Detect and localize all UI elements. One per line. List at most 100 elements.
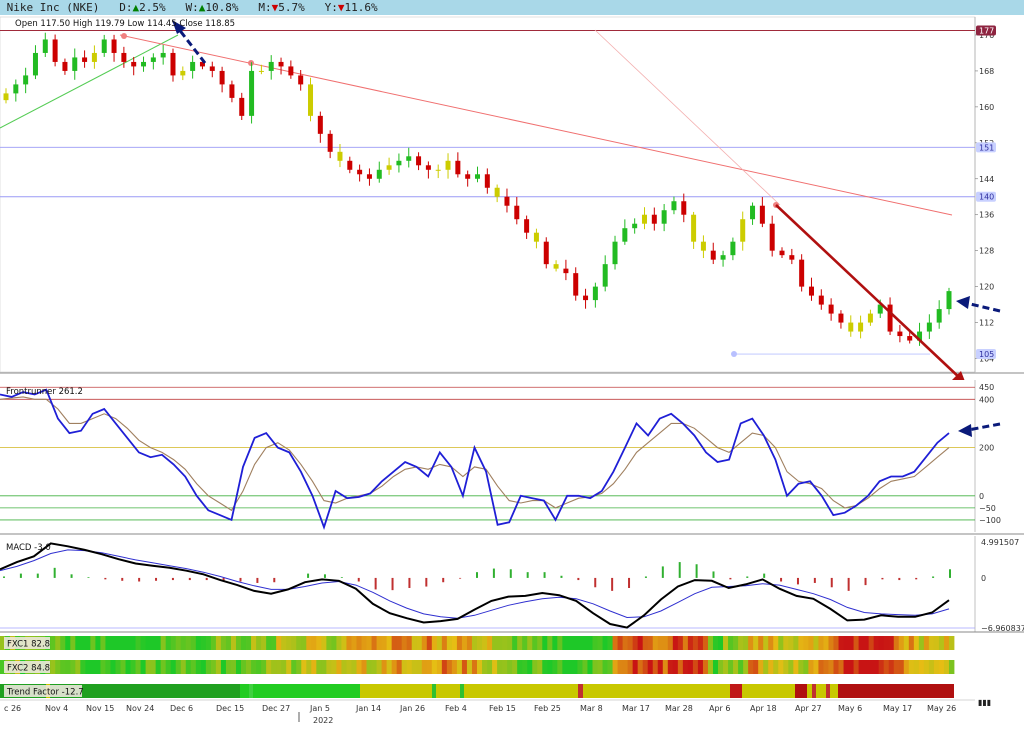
heatmap-cell: [783, 636, 789, 650]
heatmap-cell: [642, 660, 649, 674]
heatmap-cell: [803, 636, 809, 650]
heatmap-cell: [421, 660, 428, 674]
heatmap-cell: [597, 636, 603, 650]
heatmap-cell: [893, 660, 900, 674]
heatmap-cell: [667, 660, 674, 674]
heatmap-cell: [547, 636, 553, 650]
heatmap-cell: [140, 636, 147, 650]
candle-body: [13, 84, 19, 94]
candle-body: [828, 304, 834, 314]
candle-body: [750, 205, 756, 220]
heatmap-cell: [883, 660, 890, 674]
macd-series-line: [0, 549, 950, 619]
heatmap-cell: [527, 660, 533, 674]
candle-body: [602, 264, 608, 287]
heatmap-cell: [205, 660, 212, 674]
heatmap-cell: [537, 636, 543, 650]
heatmap-cell: [863, 636, 870, 650]
heatmap-cell: [502, 636, 508, 650]
candle-body: [416, 156, 422, 166]
price-tick-label: 168: [979, 67, 994, 76]
candle-body: [691, 214, 697, 242]
heatmap-cell: [261, 660, 267, 674]
x-tick-label: Dec 6: [170, 704, 193, 713]
x-tick-label: Nov 24: [126, 704, 154, 713]
trend-factor-segment: [360, 684, 578, 698]
heatmap-cell: [266, 636, 272, 650]
heatmap-cell: [878, 660, 885, 674]
heatmap-cell: [753, 660, 759, 674]
heatmap-cell: [657, 636, 664, 650]
heatmap-cell: [276, 636, 282, 650]
heatmap-cell: [883, 636, 890, 650]
heatmap-cell: [557, 660, 563, 674]
heatmap-cell: [311, 660, 317, 674]
x-tick-label: Apr 6: [709, 704, 730, 713]
heatmap-cell: [692, 636, 699, 650]
heatmap-cell: [637, 660, 644, 674]
heatmap-cell: [251, 636, 257, 650]
candle-body: [720, 255, 726, 260]
heatmap-cell: [256, 660, 262, 674]
x-tick-label: Jan 26: [399, 704, 425, 713]
heatmap-cell: [326, 636, 332, 650]
heatmap-cell: [125, 636, 131, 650]
heatmap-cell: [843, 636, 849, 650]
candle-body: [563, 268, 569, 274]
candle-body: [141, 61, 147, 67]
candle-body: [327, 133, 333, 152]
heatmap-cell: [592, 636, 598, 650]
heatmap-cell: [301, 660, 307, 674]
heatmap-cell: [587, 636, 593, 650]
price-label-badge: [976, 191, 996, 202]
heatmap-cell: [401, 636, 408, 650]
trend-factor-segment: [812, 684, 816, 698]
heatmap-cell: [768, 660, 774, 674]
heatmap-cell: [712, 636, 719, 650]
heatmap-cell: [502, 660, 508, 674]
heatmap-cell: [0, 660, 6, 674]
heatmap-cell: [868, 660, 875, 674]
heatmap-cell: [923, 636, 930, 650]
candle-body: [465, 174, 471, 179]
year-label: 2022: [313, 716, 333, 725]
candle-body: [858, 322, 864, 332]
heatmap-cell: [95, 660, 101, 674]
heatmap-cell: [823, 636, 829, 650]
heatmap-cell: [602, 660, 608, 674]
candle-body: [366, 174, 372, 179]
heatmap-cell: [266, 660, 272, 674]
heatmap-cell: [326, 660, 332, 674]
x-tick-label: Feb 25: [534, 704, 561, 713]
heatmap-cell: [471, 636, 478, 650]
heatmap-cell: [748, 660, 754, 674]
heatmap-cell: [140, 660, 147, 674]
x-tick-label: c 26: [4, 704, 21, 713]
heatmap-cell: [441, 636, 448, 650]
price-tick-label: 120: [979, 283, 994, 292]
heatmap-cell: [507, 660, 513, 674]
heatmap-cell: [321, 660, 327, 674]
heatmap-cell: [647, 636, 654, 650]
heatmap-cell: [627, 636, 634, 650]
heatmap-cell: [617, 660, 624, 674]
heatmap-cell: [838, 636, 844, 650]
heatmap-cell: [180, 636, 187, 650]
heatmap-cell: [773, 660, 779, 674]
heatmap-panel: FXC1 82.8 FXC2 84.8 Trend Factor -12.7 ▮▮▮: [0, 636, 991, 707]
heatmap-cell: [748, 636, 754, 650]
heatmap-cell: [607, 636, 613, 650]
heatmap-cell: [75, 660, 81, 674]
heatmap-cell: [256, 636, 262, 650]
heatmap-cell: [195, 660, 202, 674]
macd-tick-label: 0: [981, 574, 986, 583]
x-tick-label: Mar 17: [622, 704, 650, 713]
candle-body: [308, 84, 314, 116]
heatmap-cell: [331, 636, 337, 650]
candle-body: [759, 205, 765, 224]
heatmap-cell: [908, 636, 915, 650]
heatmap-cell: [105, 660, 111, 674]
heatmap-cell: [366, 660, 372, 674]
